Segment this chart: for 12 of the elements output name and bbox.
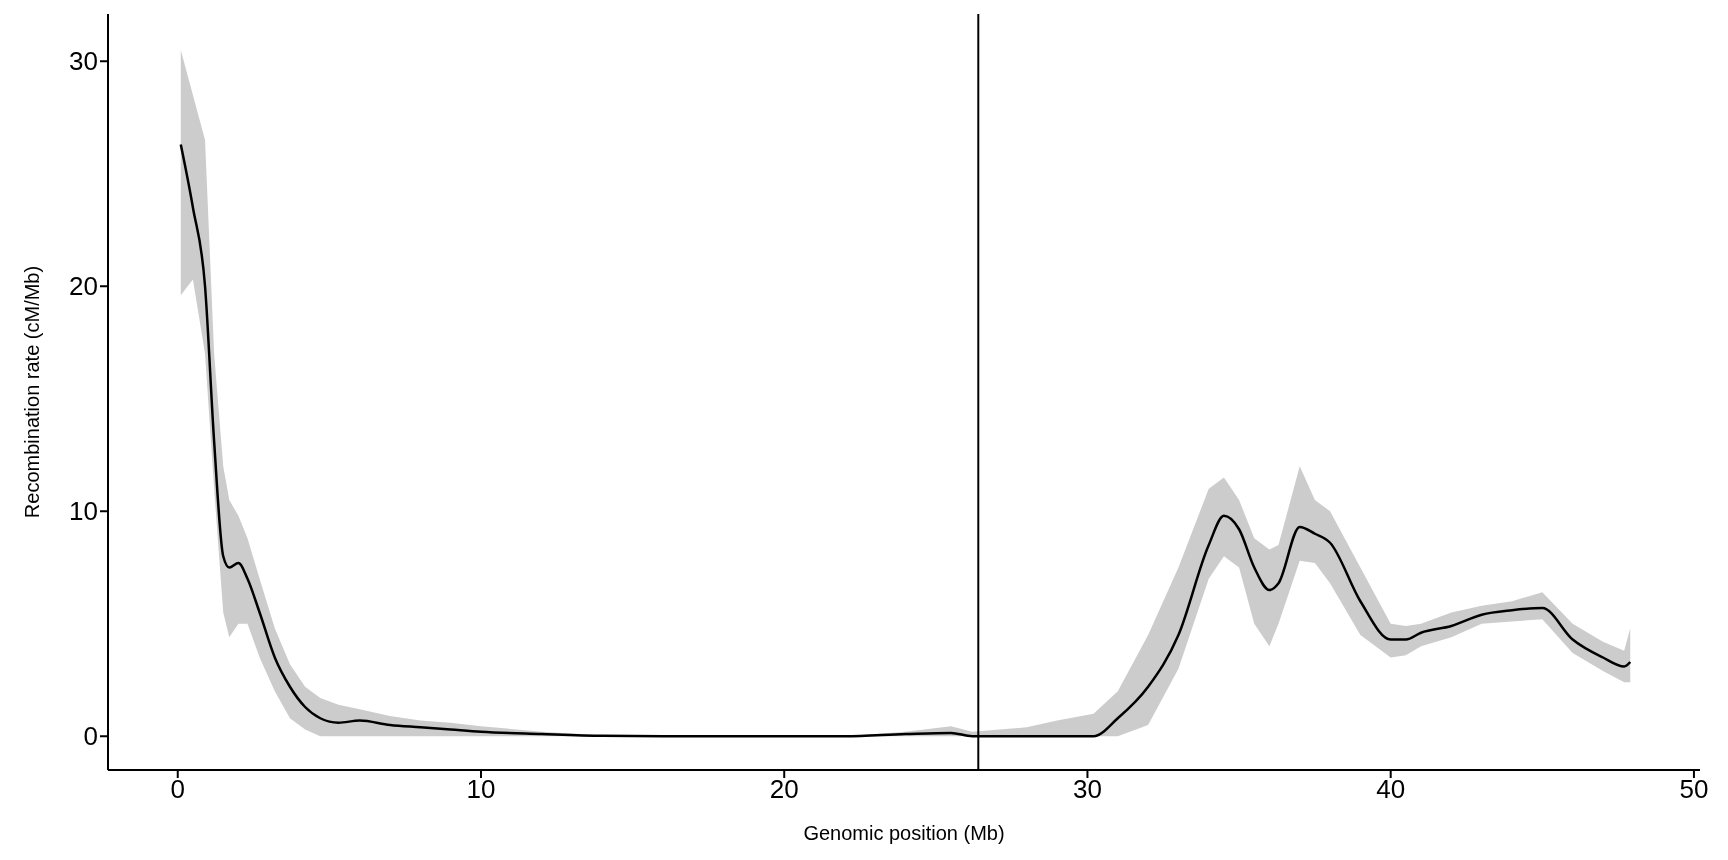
y-tick-label: 20 bbox=[69, 271, 98, 302]
x-tick-label: 20 bbox=[769, 774, 799, 805]
x-tick-label: 10 bbox=[466, 774, 496, 805]
y-tick-label: 0 bbox=[83, 721, 98, 752]
y-axis-title: Recombination rate (cM/Mb) bbox=[21, 265, 44, 519]
x-tick-label: 0 bbox=[170, 774, 185, 805]
x-tick-label: 30 bbox=[1073, 774, 1102, 805]
x-tick-label: 50 bbox=[1679, 774, 1709, 805]
x-tick-label: 40 bbox=[1376, 774, 1406, 805]
x-axis-title: Genomic position (Mb) bbox=[803, 822, 1005, 844]
y-tick-label: 30 bbox=[69, 46, 98, 77]
y-tick-label: 10 bbox=[69, 496, 98, 527]
